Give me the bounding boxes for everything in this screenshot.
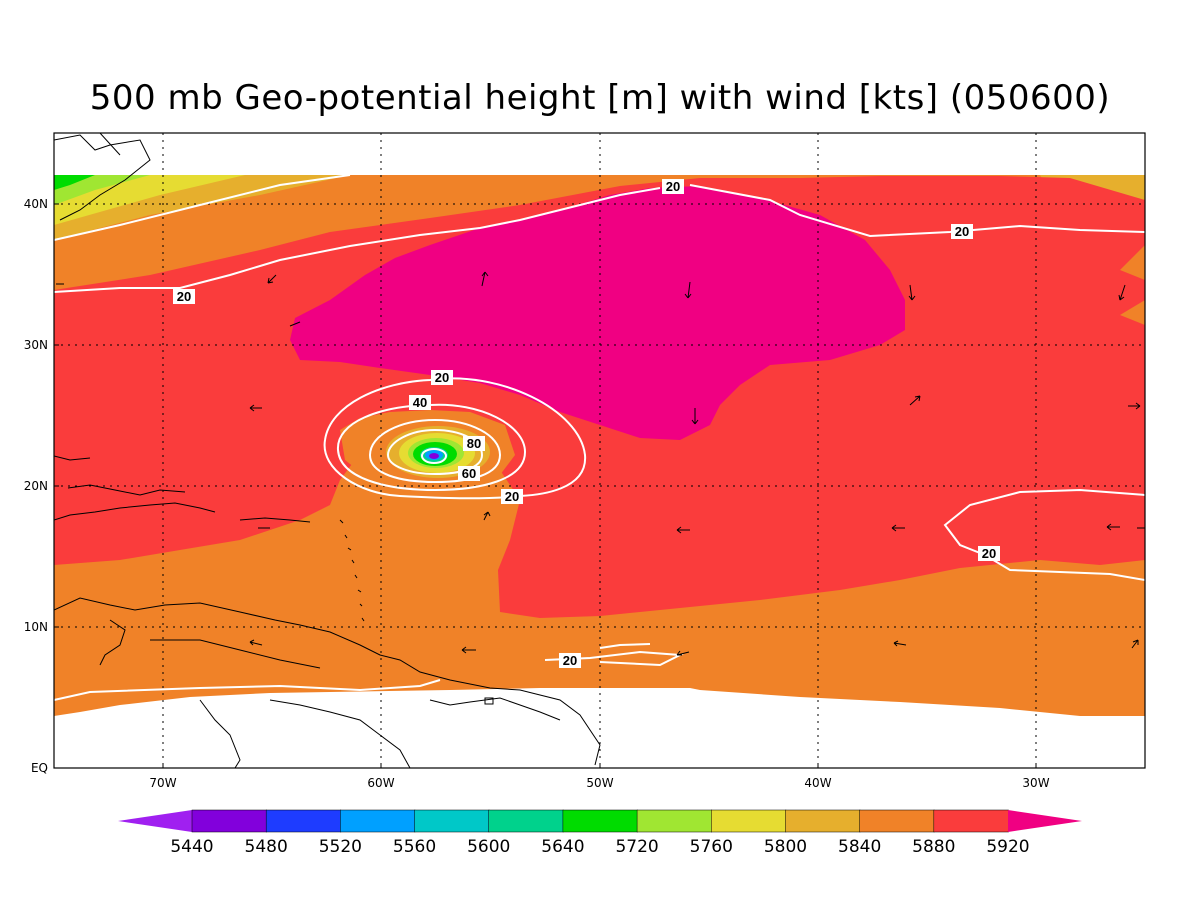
wind-labels: 20 20 20 20 40 80 60 20 20 20 — [173, 179, 1000, 668]
gridlines — [54, 133, 1145, 768]
colorbar-level-label: 5520 — [319, 837, 362, 857]
colorbar-swatch — [711, 809, 787, 833]
colorbar-level-label: 5720 — [615, 837, 658, 857]
contour-fill-5640-nw — [54, 175, 95, 190]
lat-tick-label: 20N — [24, 479, 48, 493]
island-outline — [484, 697, 494, 705]
storm-fill-5480 — [429, 453, 439, 459]
colorbar-level-label: 5840 — [838, 837, 881, 857]
colorbar-level-label: 5880 — [912, 837, 955, 857]
coastlines — [54, 133, 601, 768]
lat-tick-label: 30N — [24, 338, 48, 352]
wind-label: 20 — [563, 653, 577, 668]
colorbar-swatch — [191, 809, 267, 833]
wind-contour-storm-core — [421, 448, 447, 464]
wind-arrows — [56, 271, 1145, 656]
axis-ticks — [54, 203, 1037, 769]
lat-tick-label: 10N — [24, 620, 48, 634]
contour-fill-5720 — [54, 175, 150, 205]
colorbar-swatch — [414, 809, 490, 833]
lon-tick-label: 30W — [1022, 776, 1049, 790]
colorbar-swatch — [785, 809, 861, 833]
lesser-antilles — [339, 519, 365, 622]
colorbar-level-label: 5560 — [393, 837, 436, 857]
colorbar-max-triangle — [1008, 810, 1082, 832]
colorbar-swatch — [562, 809, 638, 833]
wind-contour-20-north — [53, 187, 661, 293]
wind-contours — [53, 174, 1146, 701]
lon-tick-label: 40W — [804, 776, 831, 790]
colorbar-level-label: 5480 — [245, 837, 288, 857]
colorbar-level-label: 5760 — [690, 837, 733, 857]
lon-tick-label: 50W — [586, 776, 613, 790]
colorbar-level-label: 5640 — [541, 837, 584, 857]
lon-tick-label: 60W — [367, 776, 394, 790]
colorbar: 5440 5480 5520 5560 5600 5640 5720 5760 5800 5840… — [118, 809, 1082, 857]
wind-contour-20-ne — [689, 184, 1146, 238]
colorbar-swatch — [488, 809, 564, 833]
colorbar-level-label: 5440 — [170, 837, 213, 857]
wind-label: 20 — [505, 489, 519, 504]
colorbar-swatch — [340, 809, 416, 833]
lat-tick-label: 40N — [24, 197, 48, 211]
wind-contour-westerlies — [53, 174, 351, 241]
colorbar-swatch — [636, 809, 713, 833]
wind-label: 80 — [467, 436, 481, 451]
wind-label: 20 — [177, 289, 191, 304]
wind-label: 60 — [462, 466, 476, 481]
colorbar-swatch — [933, 809, 1009, 833]
wind-label: 20 — [435, 370, 449, 385]
wind-label: 40 — [413, 395, 427, 410]
colorbar-level-label: 5600 — [467, 837, 510, 857]
wind-contour-storm-20 — [323, 377, 587, 500]
colorbar-level-label: 5800 — [764, 837, 807, 857]
wind-contour-storm-40 — [336, 403, 527, 492]
wind-label: 20 — [955, 224, 969, 239]
lat-tick-label: EQ — [31, 761, 48, 775]
wind-contour-storm-60 — [368, 418, 502, 484]
wind-contour-20-east — [943, 488, 1146, 581]
wind-contour-20-south — [544, 650, 684, 667]
wind-label: 20 — [666, 179, 680, 194]
colorbar-min-triangle — [118, 810, 192, 832]
map-title: 500 mb Geo-potential height [m] with win… — [89, 78, 1111, 118]
wind-contour-20-s-3 — [599, 643, 651, 649]
lon-tick-label: 70W — [149, 776, 176, 790]
colorbar-swatch — [265, 809, 342, 833]
colorbar-level-label: 5920 — [986, 837, 1029, 857]
wind-contour-20-s-2 — [53, 679, 441, 701]
colorbar-swatch — [859, 809, 935, 833]
wind-label: 20 — [982, 546, 996, 561]
